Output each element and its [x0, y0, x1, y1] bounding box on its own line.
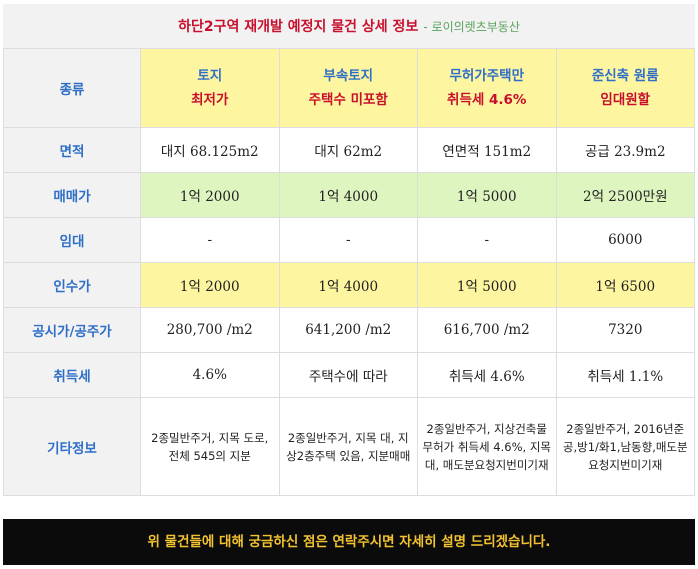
property-table: 종류 토지 최저가 부속토지 주택수 미포함 무허가주택만 취득세 4.6% 준… — [3, 48, 695, 496]
row-label-lease: 임대 — [3, 217, 141, 263]
etc-cell: 2종일반주거, 지상건축물무허가 취득세 4.6%, 지목 대, 매도분요청지번… — [417, 397, 557, 496]
title-source: - 로이의렛츠부동산 — [423, 20, 520, 34]
contact-banner: 위 물건들에 대해 궁금하신 점은 연락주시면 자세히 설명 드리겠습니다. — [3, 519, 695, 565]
table-row-etc: 기타정보 2종밀반주거, 지목 도로, 전체 545의 지분 2종일반주거, 지… — [3, 397, 695, 496]
row-label-official-price: 공시가/공주가 — [3, 307, 141, 353]
table-row-takeover-price: 인수가 1억 2000 1억 4000 1억 5000 1억 6500 — [3, 262, 695, 308]
type-cell: 준신축 원룸 임대원할 — [555, 48, 695, 128]
official-price-cell: 616,700 /m2 — [417, 307, 557, 353]
lease-cell: - — [140, 217, 280, 263]
property-note: 취득세 4.6% — [447, 92, 527, 108]
sale-price-cell: 1억 4000 — [278, 172, 418, 218]
sale-price-cell: 1억 2000 — [140, 172, 280, 218]
row-label-sale-price: 매매가 — [3, 172, 141, 218]
takeover-price-cell: 1억 2000 — [140, 262, 280, 308]
acquisition-tax-cell: 취득세 4.6% — [417, 352, 557, 398]
area-cell: 대지 62m2 — [278, 127, 418, 173]
etc-cell: 2종밀반주거, 지목 도로, 전체 545의 지분 — [140, 397, 280, 496]
type-cell: 부속토지 주택수 미포함 — [278, 48, 418, 128]
acquisition-tax-cell: 4.6% — [140, 352, 280, 398]
sale-price-cell: 2억 2500만원 — [555, 172, 695, 218]
table-row-area: 면적 대지 68.125m2 대지 62m2 연면적 151m2 공급 23.9… — [3, 127, 695, 173]
property-note: 임대원할 — [600, 92, 651, 108]
etc-cell: 2종일반주거, 2016년준공,방1/화1,남동향,매도분요청지번미기재 — [555, 397, 695, 496]
property-type: 부속토지 — [323, 68, 374, 84]
area-cell: 공급 23.9m2 — [555, 127, 695, 173]
etc-cell: 2종일반주거, 지목 대, 지상2층주택 있음, 지분매매 — [278, 397, 418, 496]
takeover-price-cell: 1억 4000 — [278, 262, 418, 308]
takeover-price-cell: 1억 5000 — [417, 262, 557, 308]
property-note: 최저가 — [191, 92, 229, 108]
acquisition-tax-cell: 주택수에 따라 — [278, 352, 418, 398]
lease-cell: - — [417, 217, 557, 263]
row-label-type: 종류 — [3, 48, 141, 128]
area-cell: 대지 68.125m2 — [140, 127, 280, 173]
type-cell: 토지 최저가 — [140, 48, 280, 128]
official-price-cell: 7320 — [555, 307, 695, 353]
table-row-acquisition-tax: 취득세 4.6% 주택수에 따라 취득세 4.6% 취득세 1.1% — [3, 352, 695, 398]
property-type: 준신축 원룸 — [591, 68, 659, 84]
type-cell: 무허가주택만 취득세 4.6% — [417, 48, 557, 128]
takeover-price-cell: 1억 6500 — [555, 262, 695, 308]
official-price-cell: 280,700 /m2 — [140, 307, 280, 353]
lease-cell: - — [278, 217, 418, 263]
page-title: 하단2구역 재개발 예정지 물건 상세 정보 - 로이의렛츠부동산 — [3, 4, 695, 48]
official-price-cell: 641,200 /m2 — [278, 307, 418, 353]
row-label-etc: 기타정보 — [3, 397, 141, 496]
sale-price-cell: 1억 5000 — [417, 172, 557, 218]
table-row-type: 종류 토지 최저가 부속토지 주택수 미포함 무허가주택만 취득세 4.6% 준… — [3, 48, 695, 128]
area-cell: 연면적 151m2 — [417, 127, 557, 173]
row-label-takeover-price: 인수가 — [3, 262, 141, 308]
acquisition-tax-cell: 취득세 1.1% — [555, 352, 695, 398]
title-main: 하단2구역 재개발 예정지 물건 상세 정보 — [178, 19, 419, 35]
property-type: 무허가주택만 — [449, 68, 525, 84]
table-row-lease: 임대 - - - 6000 — [3, 217, 695, 263]
row-label-area: 면적 — [3, 127, 141, 173]
property-note: 주택수 미포함 — [308, 92, 388, 108]
row-label-acquisition-tax: 취득세 — [3, 352, 141, 398]
lease-cell: 6000 — [555, 217, 695, 263]
table-row-official-price: 공시가/공주가 280,700 /m2 641,200 /m2 616,700 … — [3, 307, 695, 353]
property-type: 토지 — [197, 68, 223, 84]
table-row-sale-price: 매매가 1억 2000 1억 4000 1억 5000 2억 2500만원 — [3, 172, 695, 218]
